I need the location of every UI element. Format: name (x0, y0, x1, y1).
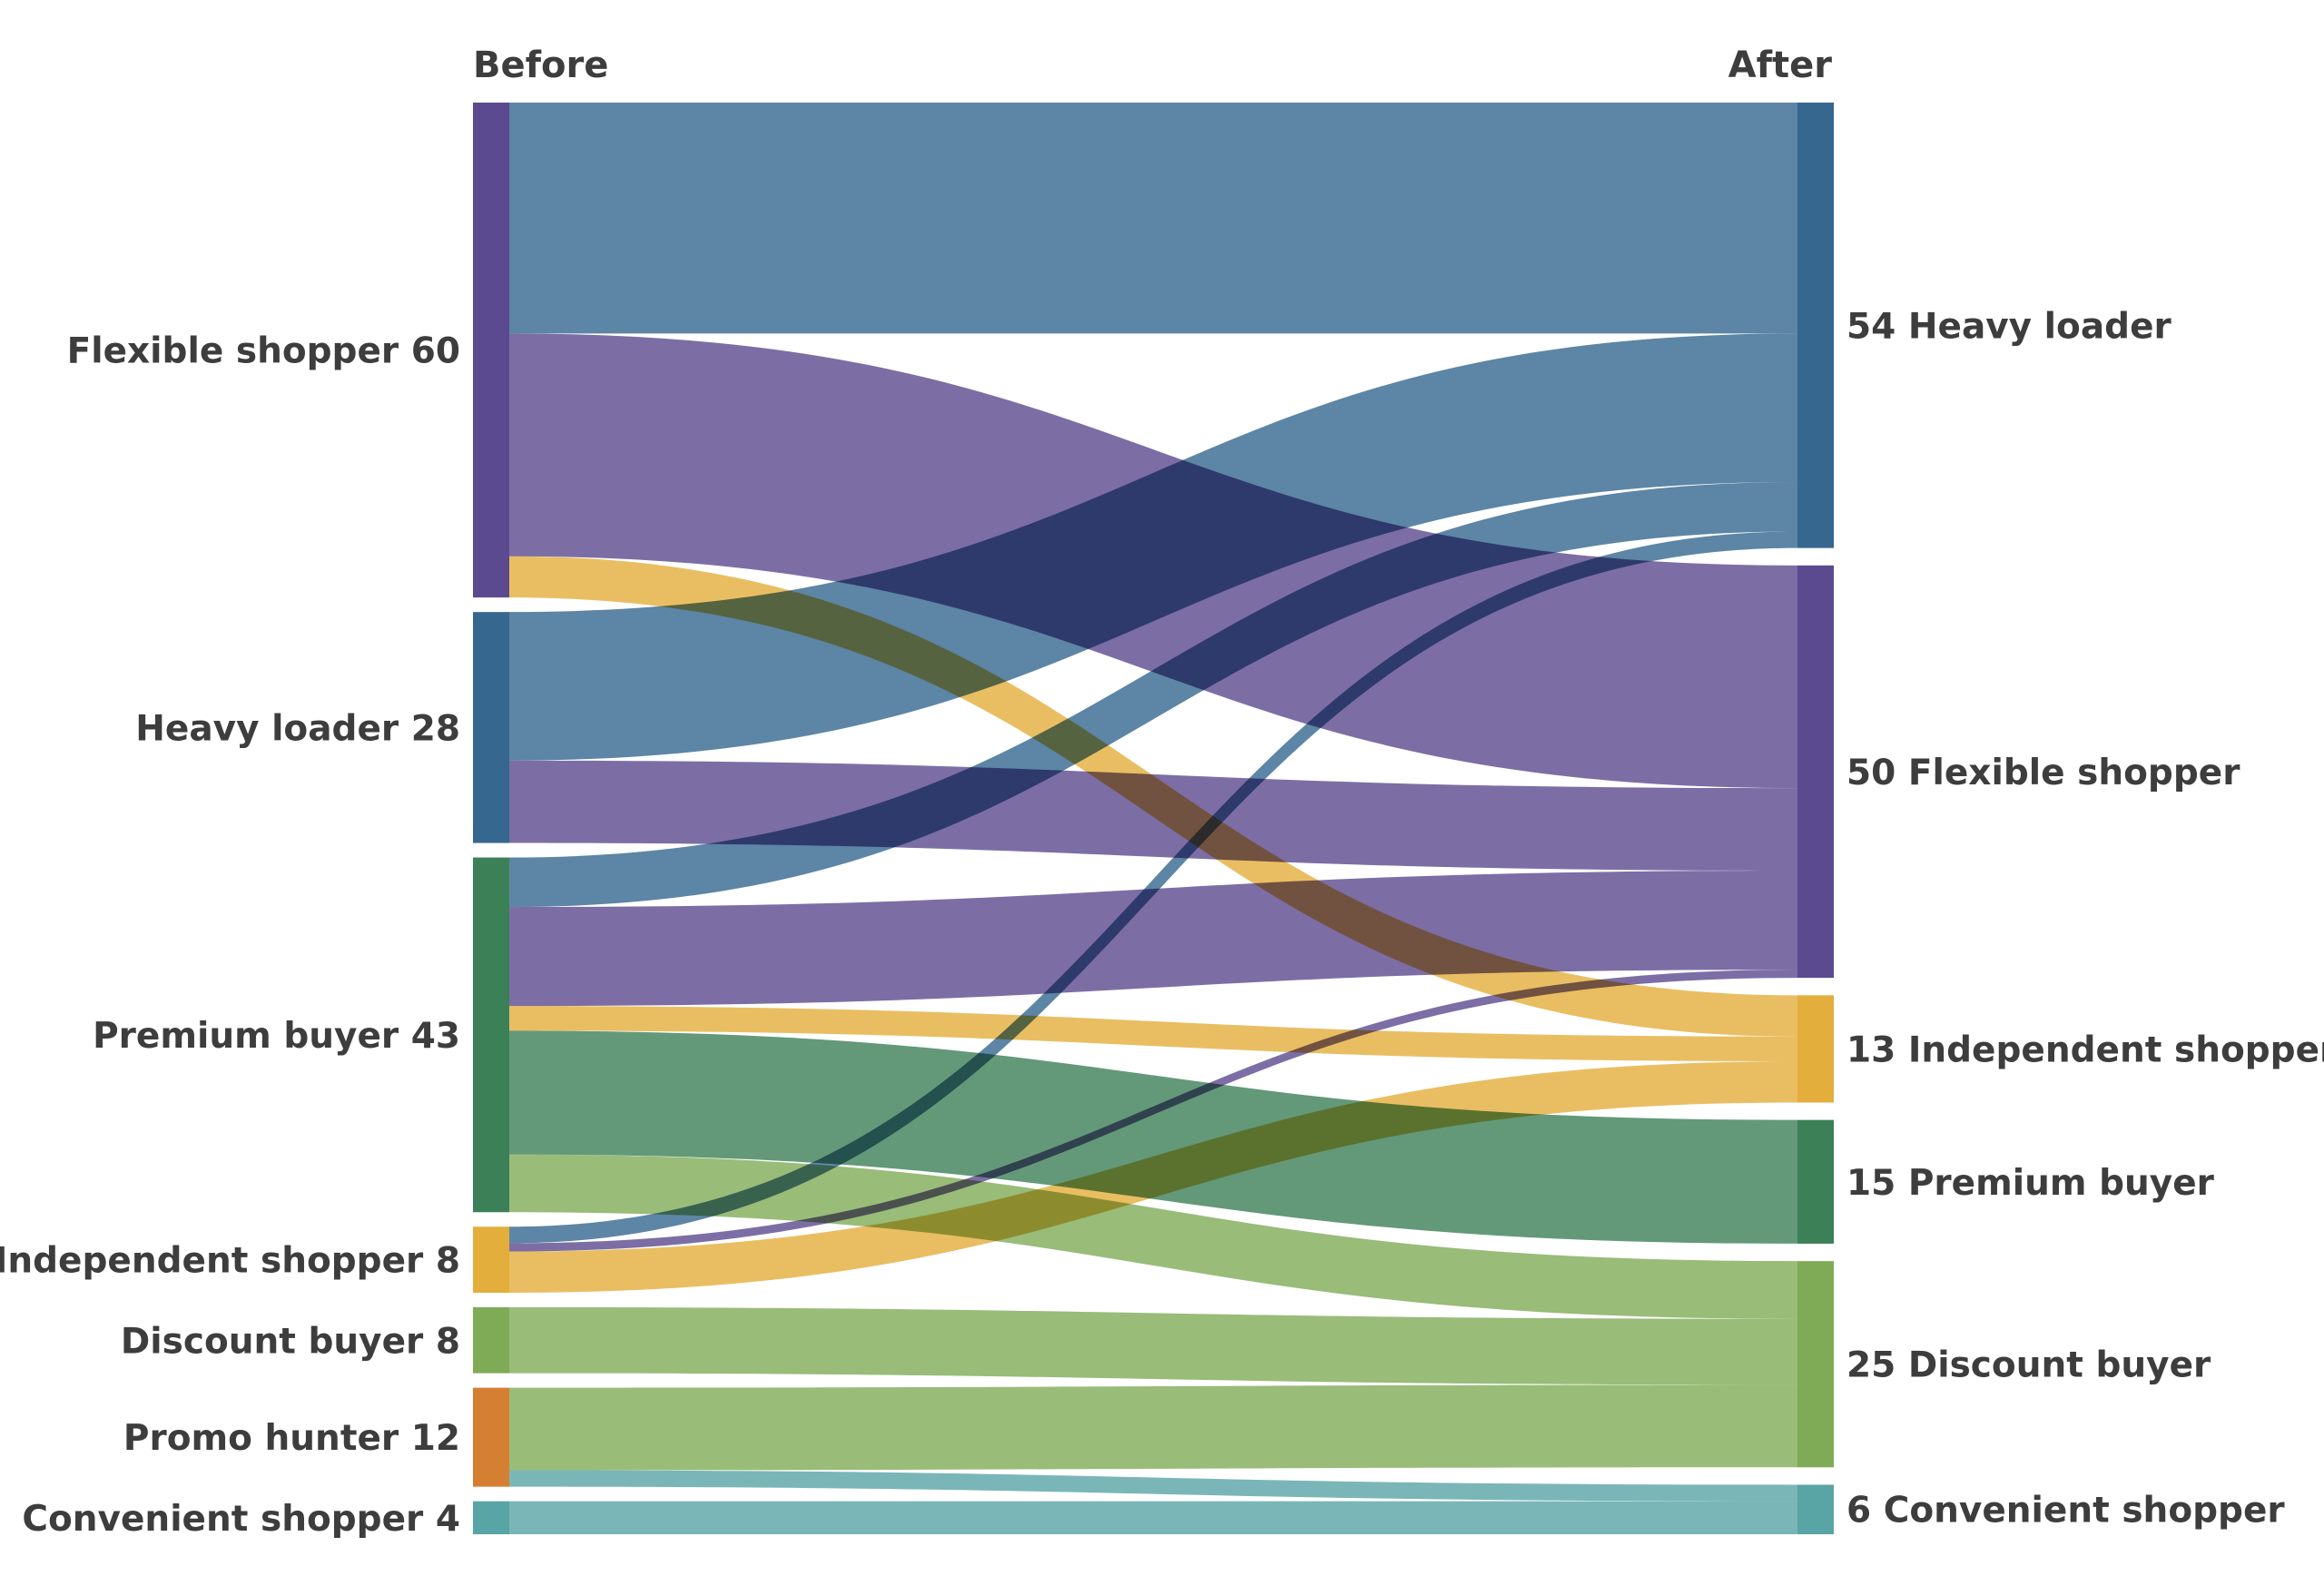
left-node-convenient-shopper (473, 1501, 509, 1534)
right-node-convenient-shopper (1797, 1484, 1834, 1534)
right-node-premium-buyer (1797, 1119, 1834, 1244)
left-node-discount-buyer (473, 1306, 509, 1374)
link-discount-buyer-to-discount-buyer (509, 1306, 1797, 1385)
link-flexible-shopper-to-heavy-loader (509, 103, 1797, 334)
right-label-convenient-shopper: 6 Convenient shopper (1846, 1491, 2285, 1532)
right-node-flexible-shopper (1797, 565, 1834, 979)
link-premium-buyer-to-heavy-loader (509, 481, 1797, 908)
link-independent-shopper-to-independent-shopper (509, 1061, 1797, 1293)
link-independent-shopper-to-flexible-shopper (509, 970, 1797, 1252)
right-label-premium-buyer: 15 Premium buyer (1846, 1163, 2215, 1204)
right-node-discount-buyer (1797, 1261, 1834, 1468)
left-node-premium-buyer (473, 857, 509, 1213)
right-label-discount-buyer: 25 Discount buyer (1846, 1345, 2211, 1386)
link-convenient-shopper-to-convenient-shopper (509, 1501, 1797, 1534)
left-label-premium-buyer: Premium buyer 43 (93, 1016, 460, 1057)
before-header: Before (473, 44, 608, 86)
left-label-promo-hunter: Promo hunter 12 (123, 1418, 460, 1459)
flow-links (509, 103, 1797, 1534)
right-label-flexible-shopper: 50 Flexible shopper (1846, 753, 2240, 793)
left-label-convenient-shopper: Convenient shopper 4 (22, 1499, 460, 1540)
right-label-independent-shopper: 13 Independent shopper (1846, 1029, 2324, 1070)
left-label-flexible-shopper: Flexible shopper 60 (67, 331, 460, 372)
left-node-flexible-shopper (473, 103, 509, 598)
link-premium-buyer-to-independent-shopper (509, 1006, 1797, 1062)
left-label-independent-shopper: Independent shopper 8 (0, 1241, 460, 1282)
right-node-heavy-loader (1797, 103, 1834, 548)
link-independent-shopper-to-heavy-loader (509, 531, 1797, 1244)
link-heavy-loader-to-heavy-loader (509, 333, 1797, 761)
left-node-independent-shopper (473, 1226, 509, 1293)
after-header: After (1728, 44, 1833, 86)
left-label-discount-buyer: Discount buyer 8 (121, 1321, 460, 1362)
link-premium-buyer-to-discount-buyer (509, 1154, 1797, 1319)
node-labels: Flexible shopper 60 Heavy loader 28 Premiu… (0, 306, 2324, 1540)
right-label-heavy-loader: 54 Heavy loader (1846, 306, 2172, 347)
link-promo-hunter-to-convenient-shopper (509, 1470, 1797, 1502)
link-premium-buyer-to-premium-buyer (509, 1030, 1797, 1244)
left-node-promo-hunter (473, 1387, 509, 1487)
link-promo-hunter-to-discount-buyer (509, 1384, 1797, 1471)
left-node-heavy-loader (473, 612, 509, 843)
link-premium-buyer-to-flexible-shopper (509, 871, 1797, 1007)
right-node-independent-shopper (1797, 995, 1834, 1103)
flow-nodes (473, 103, 1834, 1534)
left-label-heavy-loader: Heavy loader 28 (135, 708, 460, 749)
